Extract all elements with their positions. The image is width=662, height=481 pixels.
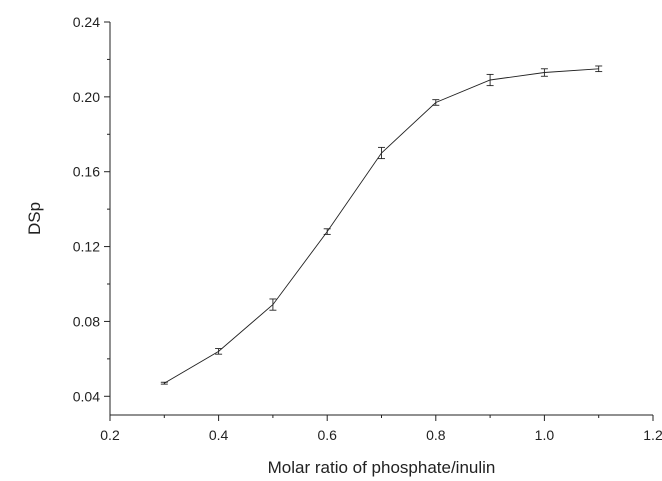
x-tick-label: 1.2 — [643, 427, 662, 443]
y-tick-label: 0.16 — [73, 164, 100, 180]
error-bar — [486, 73, 494, 87]
error-bar — [215, 348, 223, 355]
x-axis-title: Molar ratio of phosphate/inulin — [268, 458, 496, 477]
y-tick-label: 0.20 — [73, 89, 100, 105]
error-bar — [595, 65, 603, 73]
y-tick-label: 0.04 — [73, 388, 100, 404]
y-axis-ticks: 0.04 0.08 0.12 0.16 0.20 0.24 — [73, 14, 110, 404]
axes — [109, 22, 653, 416]
error-bar — [378, 146, 385, 160]
error-bar — [432, 99, 440, 106]
error-bar — [269, 298, 277, 311]
y-tick-label: 0.12 — [73, 239, 100, 255]
error-bar — [540, 68, 548, 77]
x-tick-label: 0.2 — [100, 427, 120, 443]
series-line — [164, 68, 599, 384]
y-axis-title: DSp — [25, 202, 44, 235]
y-tick-label: 0.24 — [73, 14, 100, 30]
series-group — [160, 65, 603, 385]
x-tick-label: 0.6 — [317, 427, 337, 443]
x-axis-ticks: 0.2 0.4 0.6 0.8 1.0 1.2 — [100, 415, 662, 443]
x-tick-label: 0.8 — [426, 427, 446, 443]
error-bar — [160, 381, 168, 385]
y-tick-label: 0.08 — [73, 313, 100, 329]
x-tick-label: 1.0 — [535, 427, 555, 443]
error-bar — [323, 228, 331, 235]
x-tick-label: 0.4 — [209, 427, 229, 443]
